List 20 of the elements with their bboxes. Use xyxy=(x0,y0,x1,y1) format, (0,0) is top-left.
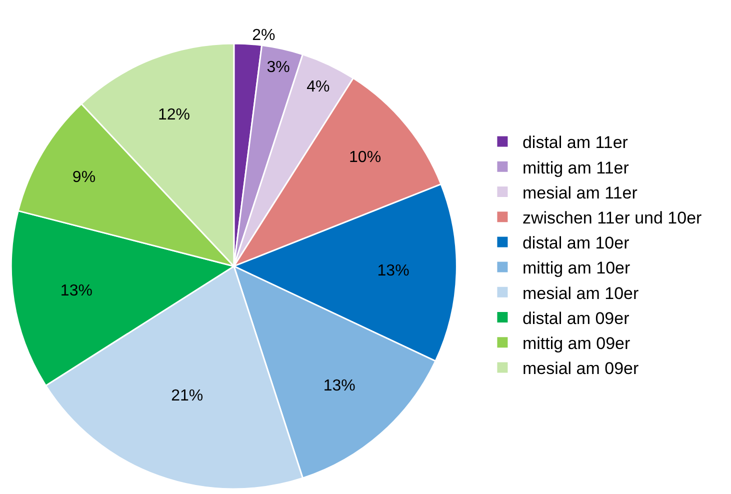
legend-label: mesial am 09er xyxy=(522,359,640,378)
legend-label: mittig am 11er xyxy=(522,158,630,178)
data-label: 2% xyxy=(252,26,276,44)
data-label: 4% xyxy=(306,78,330,96)
legend-label: mesial am 11er xyxy=(522,183,638,202)
data-label: 12% xyxy=(158,106,190,124)
legend-label: distal am 09er xyxy=(522,308,630,328)
data-label: 21% xyxy=(171,388,204,405)
data-label: 13% xyxy=(377,262,410,280)
legend-label: mittig am 09er xyxy=(522,334,630,353)
legend-label: mittig am 10er xyxy=(522,258,630,278)
data-label: 13% xyxy=(323,377,356,394)
legend-label: distal am 11er xyxy=(522,133,628,152)
data-label: 13% xyxy=(60,282,92,300)
legend-label: distal am 10er xyxy=(522,234,630,253)
legend-label: mesial am 10er xyxy=(522,284,640,303)
legend-label: zwischen 11er und 10er xyxy=(522,208,702,228)
data-label: 9% xyxy=(72,169,96,186)
data-label: 3% xyxy=(266,59,290,76)
data-label: 10% xyxy=(349,149,382,166)
